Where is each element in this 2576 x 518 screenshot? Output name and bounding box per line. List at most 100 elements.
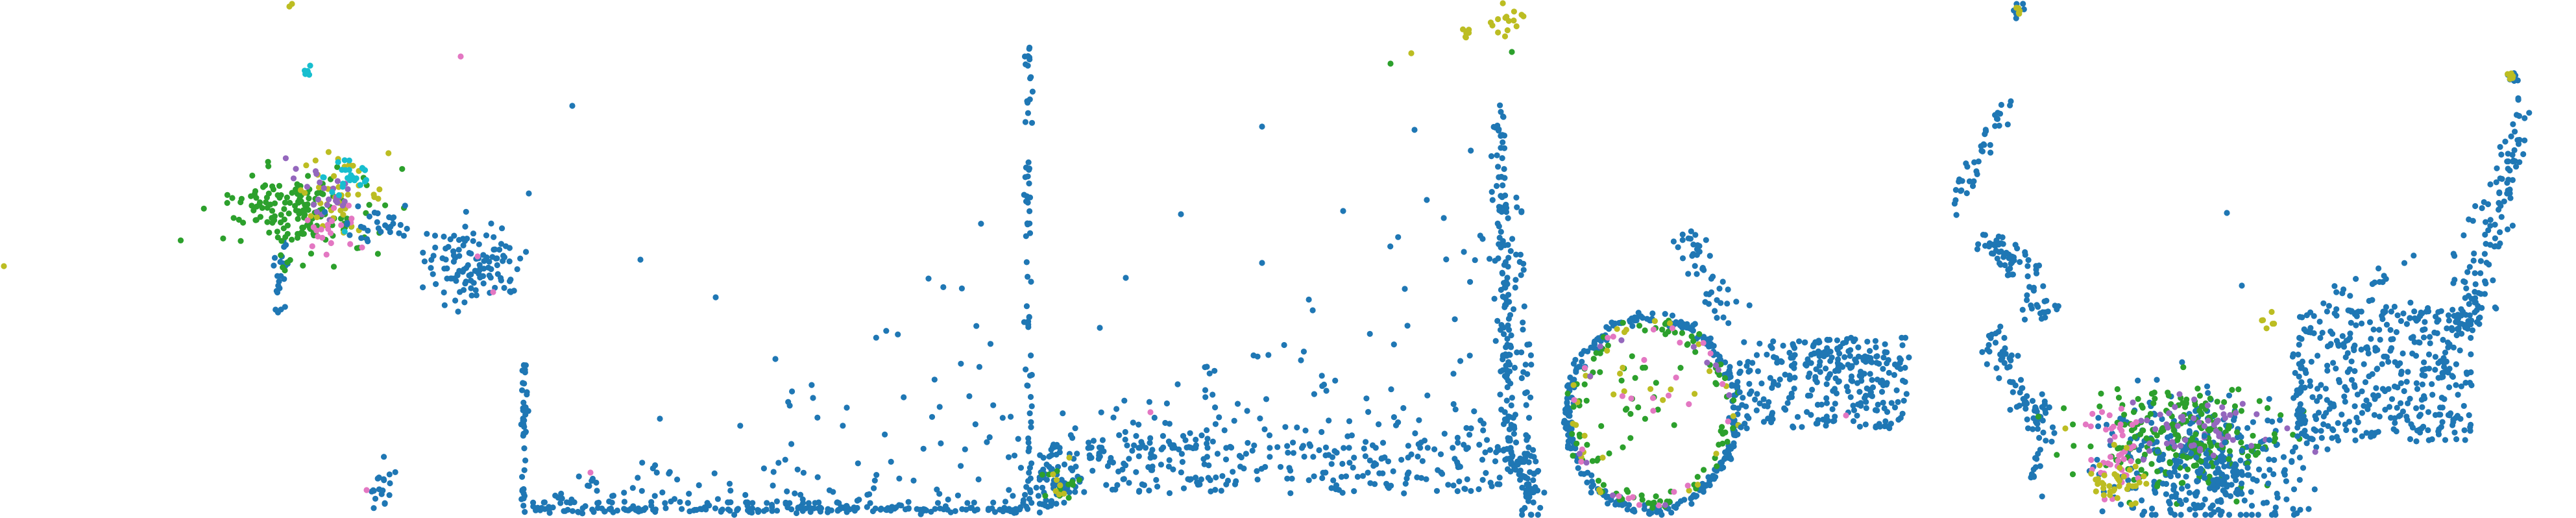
scatter-point <box>308 251 315 257</box>
scatter-point <box>1996 260 2003 267</box>
scatter-point <box>341 198 348 205</box>
scatter-point <box>2302 432 2308 439</box>
scatter-point <box>866 491 873 498</box>
scatter-point <box>2205 463 2211 469</box>
scatter-point <box>1231 417 1237 424</box>
scatter-point <box>2204 402 2211 409</box>
scatter-point <box>2139 404 2146 411</box>
scatter-point <box>2243 512 2250 518</box>
scatter-point <box>1564 444 1571 451</box>
scatter-point <box>1086 452 1093 458</box>
scatter-point <box>2320 421 2327 428</box>
scatter-point <box>2435 431 2442 438</box>
scatter-point <box>2210 482 2217 488</box>
scatter-point <box>2405 369 2411 375</box>
scatter-point <box>1636 323 1643 329</box>
scatter-point <box>2095 476 2101 482</box>
scatter-point <box>1500 352 1507 358</box>
scatter-point <box>1834 345 1841 352</box>
scatter-point <box>2167 460 2173 467</box>
scatter-point <box>1993 330 1999 337</box>
scatter-point <box>1786 349 1793 356</box>
scatter-point <box>2098 409 2106 415</box>
scatter-point <box>1147 409 1154 415</box>
scatter-point <box>1498 406 1505 413</box>
scatter-point <box>1806 370 1813 377</box>
scatter-point <box>2106 412 2113 419</box>
scatter-point <box>1036 509 1043 516</box>
scatter-point <box>1147 435 1154 441</box>
scatter-point <box>1635 310 1642 316</box>
scatter-point <box>2157 454 2163 461</box>
scatter-point <box>1699 265 1706 272</box>
scatter-point <box>2403 413 2410 420</box>
scatter-point <box>2194 386 2201 392</box>
scatter-point <box>2437 404 2444 411</box>
scatter-point <box>1023 484 1030 490</box>
scatter-point <box>2419 381 2425 388</box>
scatter-point <box>652 462 659 469</box>
scatter-point <box>1651 499 1657 506</box>
scatter-point <box>746 509 753 515</box>
scatter-point <box>1884 360 1890 367</box>
scatter-point <box>1623 406 1630 412</box>
scatter-point <box>561 508 567 514</box>
scatter-point <box>2363 430 2370 436</box>
scatter-point <box>1505 377 1511 384</box>
scatter-point <box>2037 447 2043 453</box>
scatter-point <box>2146 440 2153 447</box>
scatter-point <box>2154 376 2160 383</box>
scatter-point <box>1964 164 1971 170</box>
scatter-point <box>2130 409 2137 415</box>
scatter-point <box>2266 396 2272 402</box>
scatter-point <box>1468 147 1474 154</box>
scatter-point <box>1496 126 1502 132</box>
scatter-point <box>1718 428 1724 434</box>
scatter-point <box>1794 413 1801 420</box>
scatter-point <box>1496 204 1502 210</box>
scatter-point <box>1820 416 1827 423</box>
scatter-point <box>2087 443 2094 450</box>
scatter-point <box>1514 349 1520 356</box>
scatter-point <box>1775 382 1781 388</box>
scatter-point <box>1162 419 1169 426</box>
scatter-point <box>2351 368 2358 375</box>
scatter-point <box>2041 401 2048 408</box>
scatter-point <box>2114 386 2120 393</box>
scatter-point <box>1457 463 1463 470</box>
scatter-point <box>1392 422 1400 428</box>
scatter-point <box>1499 194 1505 201</box>
scatter-point <box>2502 138 2509 145</box>
scatter-point <box>1468 487 1474 495</box>
scatter-point <box>1039 484 1046 491</box>
scatter-point <box>2125 477 2132 484</box>
scatter-point <box>2353 322 2359 328</box>
scatter-point <box>1090 438 1097 444</box>
scatter-point <box>920 445 927 452</box>
scatter-point <box>589 506 596 513</box>
scatter-point <box>1281 341 1287 349</box>
scatter-point <box>2324 308 2330 315</box>
scatter-point <box>1431 446 1438 452</box>
scatter-point <box>1212 487 1219 493</box>
scatter-point <box>441 302 448 308</box>
scatter-point <box>1571 397 1577 403</box>
scatter-point <box>1880 382 1886 389</box>
scatter-point <box>2362 379 2369 386</box>
scatter-point <box>1028 278 1034 285</box>
scatter-point <box>1028 419 1034 425</box>
scatter-point <box>271 262 277 269</box>
scatter-point <box>786 500 793 506</box>
scatter-point <box>1597 343 1603 350</box>
scatter-point <box>2148 461 2155 467</box>
scatter-point <box>2051 430 2058 436</box>
scatter-point <box>1840 364 1846 370</box>
scatter-point <box>252 188 259 195</box>
scatter-point <box>659 489 666 496</box>
scatter-point <box>1575 465 1581 471</box>
scatter-point <box>1277 463 1284 470</box>
scatter-point <box>260 184 267 190</box>
scatter-point <box>382 202 389 208</box>
scatter-point <box>1025 506 1031 512</box>
scatter-point <box>1821 349 1828 356</box>
